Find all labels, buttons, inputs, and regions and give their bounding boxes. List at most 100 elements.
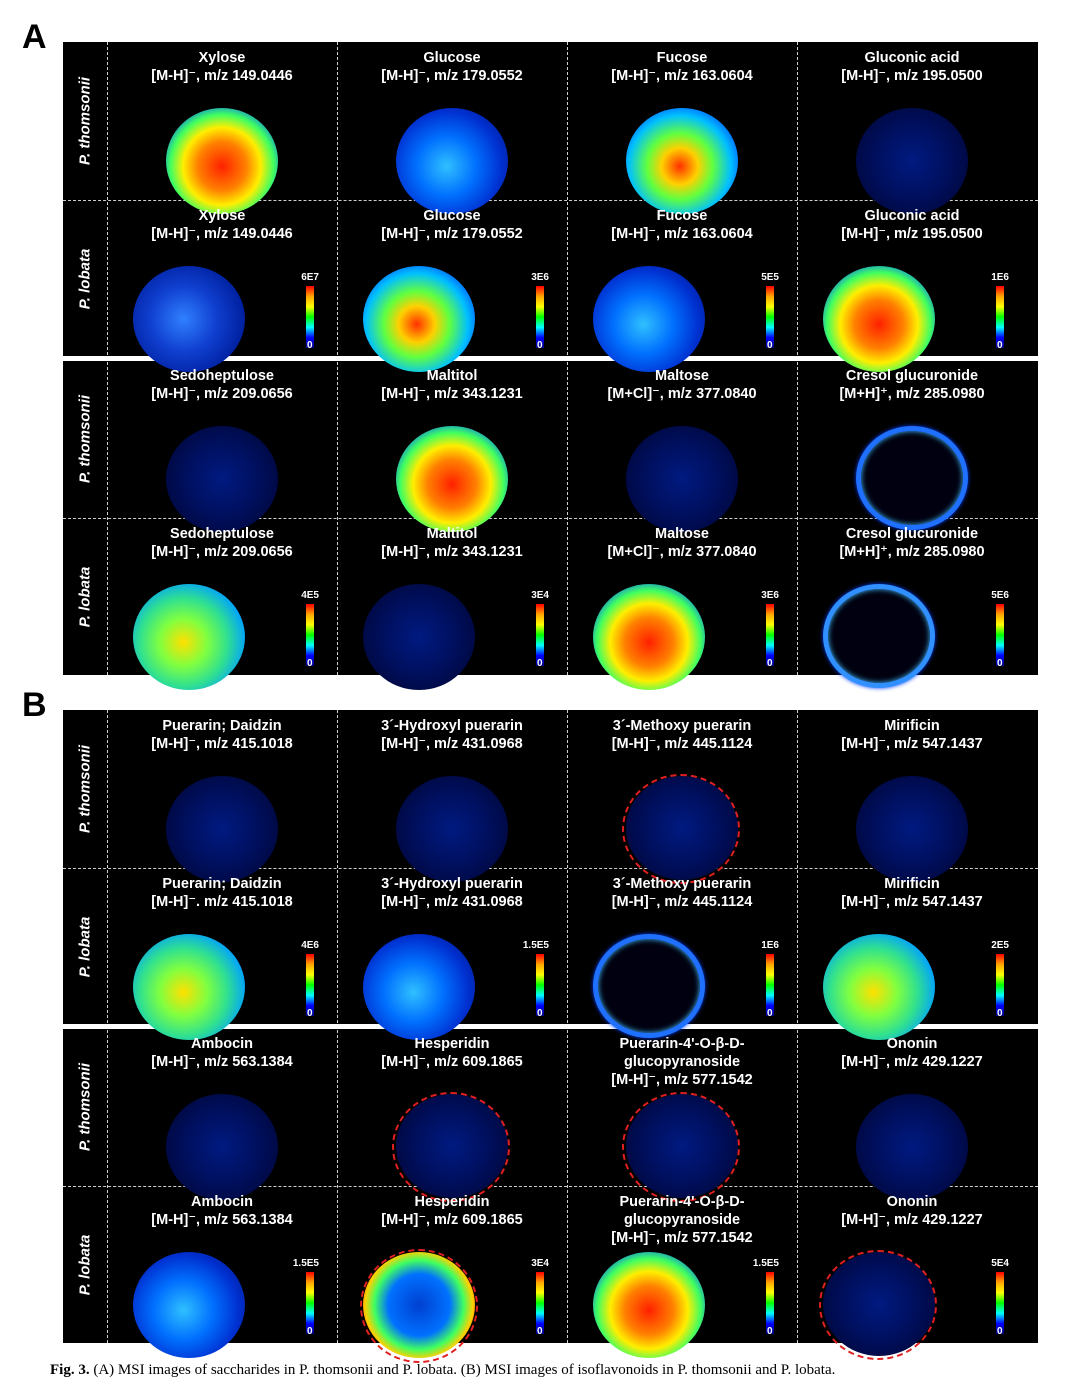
species-label: P. lobata — [63, 518, 107, 676]
intensity-colorbar — [306, 286, 314, 348]
msi-cell: Ambocin [M-H]⁻, m/z 563.1384 1.5E5 0 — [107, 1186, 337, 1358]
msi-cell: Glucose [M-H]⁻, m/z 179.0552 — [337, 42, 567, 214]
compound-title: Sedoheptulose [M-H]⁻, m/z 209.0656 — [107, 367, 337, 403]
msi-image — [856, 1094, 968, 1200]
compound-name: Ononin — [886, 1036, 938, 1052]
msi-cell: Glucose [M-H]⁻, m/z 179.0552 3E6 0 — [337, 200, 567, 372]
intensity-colorbar — [306, 954, 314, 1016]
msi-cell: Maltose [M+Cl]⁻, m/z 377.0840 3E6 0 — [567, 518, 797, 690]
msi-image — [856, 776, 968, 882]
msi-cell: Ononin [M-H]⁻, m/z 429.1227 5E4 0 — [797, 1186, 1027, 1360]
dashed-outline — [819, 1250, 937, 1360]
compound-title: Puerarin; Daidzin [M-H]⁻. m/z 415.1018 — [107, 875, 337, 911]
compound-title: Maltose [M+Cl]⁻, m/z 377.0840 — [567, 525, 797, 561]
compound-name: 3´-Methoxy puerarin — [612, 876, 752, 892]
compound-name-line2: glucopyranoside — [623, 1054, 741, 1070]
ion-mz: [M-H]⁻, m/z 431.0968 — [381, 894, 523, 910]
scale-min-label: 0 — [537, 1326, 543, 1337]
caption-label: Fig. 3. — [50, 1362, 90, 1378]
scale-max-label: 1E6 — [991, 272, 1009, 283]
compound-name: Hesperidin — [414, 1036, 490, 1052]
compound-name: Fucose — [656, 50, 708, 66]
msi-cell: Ononin [M-H]⁻, m/z 429.1227 — [797, 1028, 1027, 1200]
ion-mz: [M-H]⁻, m/z 149.0446 — [151, 226, 293, 242]
ion-mz: [M-H]⁻, m/z 609.1865 — [381, 1212, 523, 1228]
scale-max-label: 3E6 — [531, 272, 549, 283]
msi-image — [823, 266, 935, 372]
msi-cell: Fucose [M-H]⁻, m/z 163.0604 5E5 0 — [567, 200, 797, 372]
compound-title: Ambocin [M-H]⁻, m/z 563.1384 — [107, 1035, 337, 1071]
species-label: P. lobata — [63, 200, 107, 358]
ion-mz: [M-H]⁻, m/z 195.0500 — [841, 68, 983, 84]
intensity-colorbar — [766, 604, 774, 666]
scale-max-label: 5E6 — [991, 590, 1009, 601]
scale-min-label: 0 — [767, 340, 773, 351]
ion-mz: [M+H]⁺, m/z 285.0980 — [839, 386, 985, 402]
compound-title: Gluconic acid [M-H]⁻, m/z 195.0500 — [797, 207, 1027, 243]
compound-name: Cresol glucuronide — [845, 526, 979, 542]
species-label: P. lobata — [63, 868, 107, 1026]
msi-image — [396, 426, 508, 532]
msi-cell: Mirificin [M-H]⁻, m/z 547.1437 2E5 0 — [797, 868, 1027, 1040]
scale-max-label: 3E6 — [761, 590, 779, 601]
ion-mz: [M-H]⁻, m/z 195.0500 — [841, 226, 983, 242]
scale-min-label: 0 — [307, 1326, 313, 1337]
compound-title: 3´-Hydroxyl puerarin [M-H]⁻, m/z 431.0968 — [337, 717, 567, 753]
row-divider — [63, 1186, 1038, 1187]
intensity-colorbar — [766, 286, 774, 348]
scale-max-label: 2E5 — [991, 940, 1009, 951]
msi-cell: Maltitol [M-H]⁻, m/z 343.1231 — [337, 360, 567, 532]
ion-mz: [M-H]⁻, m/z 563.1384 — [151, 1212, 293, 1228]
msi-image — [363, 266, 475, 372]
compound-name: Puerarin-4'-O-β-D- — [619, 1036, 745, 1052]
dashed-outline — [622, 774, 740, 884]
compound-title: Fucose [M-H]⁻, m/z 163.0604 — [567, 207, 797, 243]
row-divider — [63, 200, 1038, 201]
figure-caption: Fig. 3. (A) MSI images of saccharides in… — [50, 1362, 1050, 1379]
ion-mz: [M-H]⁻, m/z 163.0604 — [611, 226, 753, 242]
intensity-colorbar — [996, 954, 1004, 1016]
ion-mz: [M-H]⁻, m/z 445.1124 — [611, 894, 753, 910]
compound-name: Ononin — [886, 1194, 938, 1210]
scale-min-label: 0 — [537, 1008, 543, 1019]
msi-image — [593, 584, 705, 690]
compound-name: Fucose — [656, 208, 708, 224]
msi-image — [396, 776, 508, 882]
compound-name: Sedoheptulose — [170, 526, 274, 542]
species-name: P. lobata — [76, 566, 94, 628]
ion-mz: [M-H]⁻, m/z 431.0968 — [381, 736, 523, 752]
scale-min-label: 0 — [537, 340, 543, 351]
scale-min-label: 0 — [997, 1008, 1003, 1019]
ion-mz: [M-H]⁻, m/z 609.1865 — [381, 1054, 523, 1070]
compound-name: Xylose — [198, 208, 246, 224]
msi-image — [363, 584, 475, 690]
compound-name: Maltose — [655, 368, 709, 384]
compound-name: Cresol glucuronide — [845, 368, 979, 384]
compound-name: Gluconic acid — [864, 208, 960, 224]
image-row: P. thomsonii Ambocin [M-H]⁻, m/z 563.1384 H… — [63, 1028, 1038, 1202]
msi-image — [626, 426, 738, 532]
intensity-colorbar — [536, 1272, 544, 1334]
ion-mz: [M+Cl]⁻, m/z 377.0840 — [607, 544, 757, 560]
compound-name: Puerarin-4'-O-β-D- — [619, 1194, 745, 1210]
intensity-colorbar — [996, 286, 1004, 348]
compound-name: Gluconic acid — [864, 50, 960, 66]
msi-cell: 3´-Methoxy puerarin [M-H]⁻, m/z 445.1124 — [567, 710, 797, 884]
panel-b-grid: P. thomsonii Puerarin; Daidzin [M-H]⁻, m/z… — [63, 710, 1038, 1363]
msi-cell: Ambocin [M-H]⁻, m/z 563.1384 — [107, 1028, 337, 1200]
compound-title: Maltitol [M-H]⁻, m/z 343.1231 — [337, 525, 567, 561]
msi-cell: Puerarin; Daidzin [M-H]⁻. m/z 415.1018 4E6… — [107, 868, 337, 1040]
ion-mz: [M+Cl]⁻, m/z 377.0840 — [607, 386, 757, 402]
species-name: P. thomsonii — [76, 744, 94, 834]
compound-title: Xylose [M-H]⁻, m/z 149.0446 — [107, 207, 337, 243]
dashed-outline — [622, 1092, 740, 1202]
msi-image — [166, 1094, 278, 1200]
msi-cell: 3´-Hydroxyl puerarin [M-H]⁻, m/z 431.0968… — [337, 868, 567, 1040]
ion-mz: [M-H]⁻, m/z 429.1227 — [841, 1054, 983, 1070]
msi-cell: Sedoheptulose [M-H]⁻, m/z 209.0656 — [107, 360, 337, 532]
msi-image — [396, 108, 508, 214]
species-name: P. lobata — [76, 916, 94, 978]
scale-max-label: 5E4 — [991, 1258, 1009, 1269]
msi-cell: 3´-Methoxy puerarin [M-H]⁻, m/z 445.1124 1… — [567, 868, 797, 1038]
compound-title: Ononin [M-H]⁻, m/z 429.1227 — [797, 1035, 1027, 1071]
